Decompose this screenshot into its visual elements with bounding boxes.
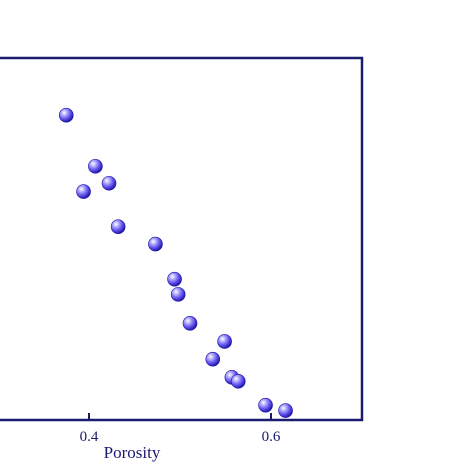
data-point (258, 397, 273, 413)
data-point (230, 373, 246, 389)
x-tick-label: 0.4 (80, 429, 99, 445)
data-point (88, 158, 103, 174)
data-point (278, 403, 293, 418)
data-point (76, 184, 91, 199)
data-point (182, 316, 198, 331)
data-point (205, 351, 221, 367)
data-point (110, 219, 126, 234)
plot-frame (0, 56, 364, 422)
x-axis-ticks: 0.4 0.6 (80, 413, 281, 445)
data-points (58, 107, 293, 418)
data-point (167, 271, 182, 287)
data-point (148, 236, 163, 252)
data-point (170, 287, 186, 302)
x-tick-label: 0.6 (262, 429, 281, 445)
data-point (58, 107, 74, 123)
x-axis-label: Porosity (104, 443, 161, 462)
data-point (101, 175, 117, 191)
data-point (217, 334, 232, 349)
